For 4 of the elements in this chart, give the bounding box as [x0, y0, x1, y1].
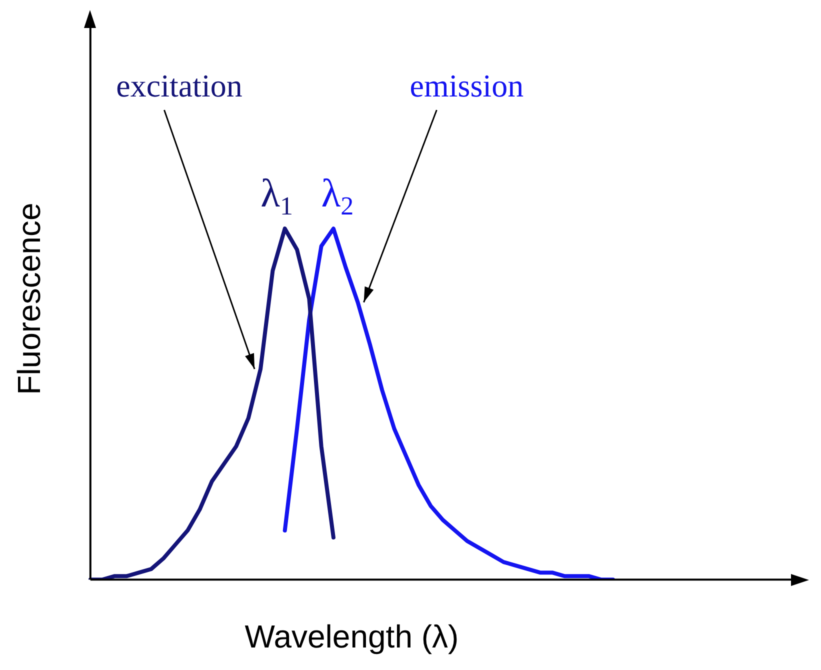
text: excitation — [116, 67, 242, 104]
text: emission — [410, 67, 524, 104]
x-axis-title: Wavelength (λ) — [244, 618, 459, 655]
y-axis-title: Fluorescence — [11, 202, 48, 395]
